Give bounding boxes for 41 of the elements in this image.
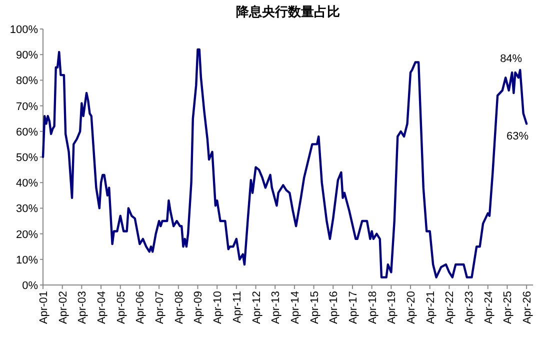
x-tick-label: Apr-20 [406, 291, 418, 324]
x-tick-label: Apr-01 [38, 291, 50, 324]
x-tick-label: Apr-06 [134, 291, 147, 324]
x-tick-label: Apr-22 [444, 291, 456, 324]
x-tick-label: Apr-03 [76, 291, 89, 324]
x-tick-label: Apr-21 [424, 291, 437, 324]
annotation: 63% [506, 130, 529, 143]
x-tick-label: Apr-17 [347, 291, 360, 324]
y-tick-label: 70% [16, 100, 38, 113]
x-tick-label: Apr-05 [115, 291, 128, 324]
x-tick-label: Apr-19 [386, 291, 398, 324]
x-tick-label: Apr-11 [231, 291, 244, 324]
y-tick-label: 10% [16, 254, 38, 266]
x-tick-label: Apr-04 [96, 291, 108, 324]
y-tick-label: 50% [16, 152, 38, 164]
x-tick-label: Apr-02 [57, 291, 70, 324]
y-tick-label: 80% [16, 75, 38, 88]
y-tick-label: 30% [16, 203, 38, 216]
chart-title: 降息央行数量占比 [236, 4, 340, 19]
y-tick-label: 60% [16, 126, 38, 138]
x-tick-label: Apr-26 [522, 291, 534, 324]
x-tick-label: Apr-18 [366, 291, 379, 324]
x-tick-label: Apr-24 [482, 291, 495, 324]
x-tick-label: Apr-15 [308, 291, 321, 324]
x-tick-label: Apr-13 [270, 291, 282, 324]
y-tick-label: 100% [10, 24, 38, 36]
y-tick-label: 90% [16, 50, 38, 62]
x-tick-label: Apr-14 [289, 291, 302, 324]
annotation: 84% [500, 52, 522, 65]
x-tick-label: Apr-09 [192, 291, 205, 324]
x-tick-label: Apr-25 [502, 291, 514, 324]
x-tick-label: Apr-08 [173, 291, 186, 324]
y-tick-label: 40% [16, 178, 38, 190]
x-tick-label: Apr-10 [212, 291, 224, 324]
y-tick-label: 0% [22, 280, 38, 292]
y-tick-label: 20% [16, 228, 38, 241]
x-tick-label: Apr-23 [464, 291, 476, 324]
x-tick-label: Apr-07 [154, 291, 166, 324]
x-tick-label: Apr-16 [328, 291, 340, 324]
line-series [42, 48, 528, 278]
x-tick-label: Apr-12 [250, 291, 263, 324]
